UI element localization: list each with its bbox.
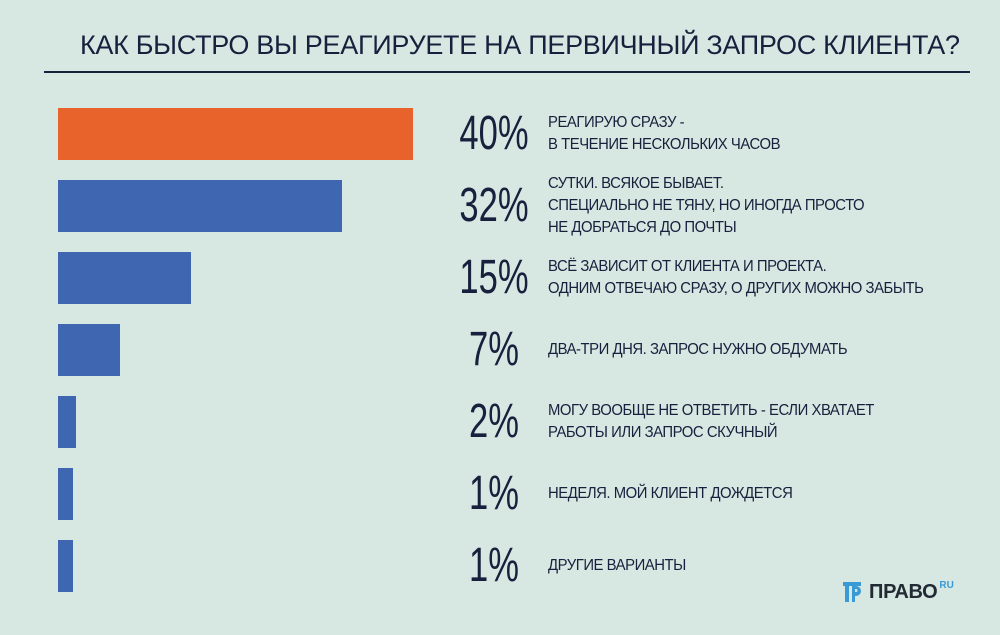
value-label: 2% xyxy=(469,395,519,448)
value-label: 7% xyxy=(469,323,519,376)
logo-suffix: RU xyxy=(939,580,954,591)
pravo-logo-icon xyxy=(843,582,861,602)
bar xyxy=(58,324,121,376)
bar xyxy=(58,108,413,160)
bar xyxy=(58,468,73,520)
bar xyxy=(58,540,73,592)
category-label: НЕДЕЛЯ. МОЙ КЛИЕНТ ДОЖДЕТСЯ xyxy=(548,485,793,502)
title-divider xyxy=(44,71,970,73)
bar xyxy=(58,180,342,232)
category-label: СУТКИ. ВСЯКОЕ БЫВАЕТ. СПЕЦИАЛЬНО НЕ ТЯНУ… xyxy=(548,175,865,236)
bar xyxy=(58,252,192,304)
chart-title: КАК БЫСТРО ВЫ РЕАГИРУЕТЕ НА ПЕРВИЧНЫЙ ЗА… xyxy=(80,30,960,60)
value-label: 40% xyxy=(459,107,529,160)
bar xyxy=(58,396,76,448)
category-label: МОГУ ВООБЩЕ НЕ ОТВЕТИТЬ - ЕСЛИ ХВАТАЕТ Р… xyxy=(548,402,874,441)
value-label: 32% xyxy=(459,179,529,232)
category-label: РЕАГИРУЮ СРАЗУ - В ТЕЧЕНИЕ НЕСКОЛЬКИХ ЧА… xyxy=(548,114,781,153)
value-label: 1% xyxy=(469,467,519,520)
category-label: ДРУГИЕ ВАРИАНТЫ xyxy=(548,557,686,574)
value-label: 1% xyxy=(469,539,519,592)
logo-text: ПРАВО xyxy=(869,581,938,603)
pravo-ru-logo: ПРАВО RU xyxy=(843,580,954,604)
category-label: ДВА-ТРИ ДНЯ. ЗАПРОС НУЖНО ОБДУМАТЬ xyxy=(548,341,848,358)
value-label: 15% xyxy=(459,251,529,304)
category-label: ВСЁ ЗАВИСИТ ОТ КЛИЕНТА И ПРОЕКТА. ОДНИМ … xyxy=(548,258,924,297)
